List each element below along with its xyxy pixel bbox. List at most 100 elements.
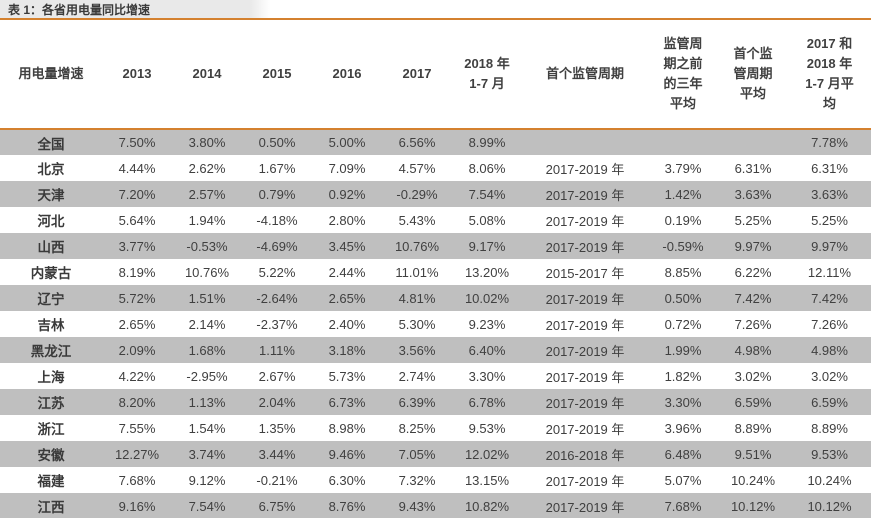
table-cell: 10.76% (394, 238, 440, 254)
table-row: 北京 4.44% 2.62% 1.67% 7.09% 4.57% 8.06% 2017-201… (0, 155, 871, 181)
table-cell: 10.12% (730, 498, 776, 514)
row-label: 吉林 (37, 318, 65, 333)
table-row: 江苏 8.20% 1.13% 2.04% 6.73% 6.39% 6.78% 2017-201… (0, 389, 871, 415)
table-cell: 1.99% (664, 342, 702, 358)
column-header: 2017 (382, 20, 452, 130)
table-cell: -0.59% (662, 238, 704, 254)
row-label: 山西 (37, 240, 65, 255)
table-cell: 10.82% (464, 498, 510, 514)
table-cell: 2.04% (258, 394, 296, 410)
table-cell: 10.76% (184, 264, 230, 280)
table-row: 内蒙古 8.19% 10.76% 5.22% 2.44% 11.01% 13.20% 2015… (0, 259, 871, 285)
table-cell: 12.02% (464, 446, 510, 462)
column-header: 2017 和 2018 年 1-7 月平 均 (788, 20, 871, 130)
table-cell: 1.11% (259, 342, 295, 358)
column-header: 2013 (102, 20, 172, 130)
table-cell: 1.35% (258, 420, 296, 436)
table-row: 浙江 7.55% 1.54% 1.35% 8.98% 8.25% 9.53% 2017-201… (0, 415, 871, 441)
table-cell: 7.32% (398, 472, 436, 488)
table-cell: 3.45% (328, 238, 366, 254)
table-cell (522, 129, 648, 155)
table-cell: -2.37% (256, 316, 298, 332)
table-cell: 5.64% (118, 212, 156, 228)
electricity-growth-table: 用电量增速 2013 2014 2015 2016 2017 2018 年 1-7 月首个监… (0, 20, 871, 518)
table-cell: 2017-2019 年 (545, 421, 625, 437)
table-row: 河北 5.64% 1.94% -4.18% 2.80% 5.43% 5.08% 2017-20… (0, 207, 871, 233)
column-header: 2018 年 1-7 月 (452, 20, 522, 130)
table-cell: 10.12% (807, 498, 852, 514)
table-title: 表 1：各省用电量同比增速 (8, 3, 151, 17)
row-label: 全国 (37, 136, 65, 152)
table-cell: 7.50% (118, 135, 156, 150)
column-header: 2016 (312, 20, 382, 130)
row-label: 辽宁 (37, 292, 65, 307)
table-cell: 9.12% (188, 472, 226, 488)
table-cell: 4.57% (398, 160, 436, 176)
table-cell: 2.74% (398, 368, 436, 384)
table-cell: 2.44% (328, 264, 366, 280)
table-row: 黑龙江 2.09% 1.68% 1.11% 3.18% 3.56% 6.40% 2017-20… (0, 337, 871, 363)
row-label: 北京 (37, 162, 65, 177)
table-cell: 0.50% (258, 135, 296, 150)
table-cell: 9.97% (811, 238, 848, 254)
table-cell: 2.65% (118, 316, 156, 332)
row-label: 上海 (37, 370, 65, 385)
table-cell: 7.09% (328, 160, 366, 176)
column-header: 用电量增速 (0, 20, 102, 130)
table-row: 江西 9.16% 7.54% 6.75% 8.76% 9.43% 10.82% 2017-20… (0, 493, 871, 518)
table-cell: 6.56% (398, 135, 436, 150)
table-row: 山西 3.77% -0.53% -4.69% 3.45% 10.76% 9.17% 2017-… (0, 233, 871, 259)
table-cell: 11.01% (395, 264, 439, 280)
table-cell: 12.27% (114, 446, 160, 462)
table-cell: 4.98% (811, 342, 848, 358)
table-cell: 2017-2019 年 (545, 395, 625, 411)
table-cell: 4.81% (398, 290, 436, 306)
table-cell: 1.67% (258, 160, 296, 176)
table-cell: 5.22% (258, 264, 296, 280)
table-cell: 5.30% (398, 316, 436, 332)
table-cell: 9.53% (811, 446, 848, 462)
table-title-bar: 表 1：各省用电量同比增速 (0, 0, 871, 20)
table-cell: 2.67% (258, 368, 296, 384)
table-cell: 6.30% (328, 472, 366, 488)
table-cell: 4.98% (734, 342, 772, 358)
table-cell: 8.98% (328, 420, 366, 436)
table-cell: 0.72% (664, 316, 702, 332)
row-label: 浙江 (37, 422, 65, 437)
table-cell: 3.96% (664, 420, 702, 436)
table-cell: 9.23% (468, 316, 506, 332)
table-cell: -0.53% (186, 238, 228, 254)
table-cell: 3.30% (468, 368, 506, 384)
table-cell: 6.78% (468, 394, 506, 410)
table-cell: 2.65% (328, 290, 366, 306)
table-cell: 2017-2019 年 (545, 317, 625, 333)
table-cell: 2017-2019 年 (545, 343, 625, 359)
table-cell: 6.31% (734, 160, 772, 176)
table-cell: 3.63% (811, 186, 848, 202)
table-cell: 2015-2017 年 (545, 265, 625, 281)
table-cell: 1.54% (188, 420, 226, 436)
table-cell: 2.09% (118, 342, 156, 358)
table-cell: 3.63% (734, 186, 772, 202)
table-cell: 0.50% (664, 290, 702, 306)
table-cell: 9.16% (118, 498, 156, 514)
table-cell: 2017-2019 年 (545, 473, 625, 489)
table-cell: 8.76% (328, 498, 366, 514)
table-cell: 7.55% (118, 420, 156, 436)
table-cell: 8.19% (118, 264, 156, 280)
table-cell: -4.69% (256, 238, 298, 254)
table-cell: 6.31% (811, 160, 848, 176)
table-cell: -2.64% (256, 290, 298, 306)
table-cell: 3.18% (328, 342, 366, 358)
table-cell: 3.02% (734, 368, 772, 384)
column-header: 2015 (242, 20, 312, 130)
table-cell: 3.30% (664, 394, 702, 410)
row-label: 安徽 (37, 448, 65, 463)
table-cell: 9.51% (734, 446, 772, 462)
table-row: 福建 7.68% 9.12% -0.21% 6.30% 7.32% 13.15% 2017-2… (0, 467, 871, 493)
table-cell: 10.24% (807, 472, 852, 488)
table-cell: 2017-2019 年 (545, 499, 625, 515)
table-cell: 2017-2019 年 (545, 239, 625, 255)
table-cell: 4.44% (118, 160, 156, 176)
table-cell: 8.06% (468, 160, 506, 176)
